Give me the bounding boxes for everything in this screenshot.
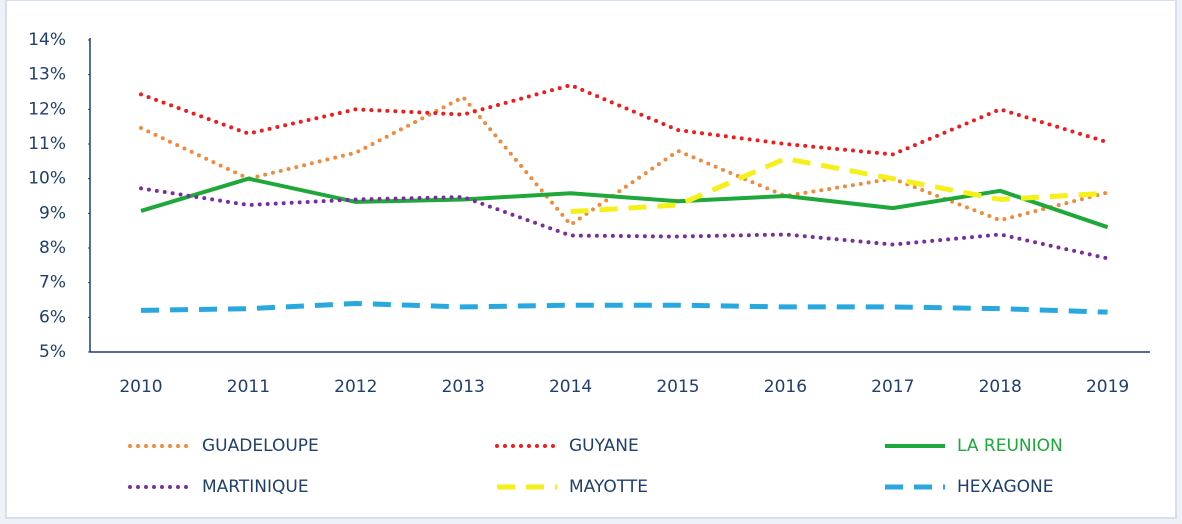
x-tick-label: 2013 [442, 377, 485, 397]
y-tick-label: 14% [28, 30, 66, 50]
series-line [139, 186, 1110, 261]
legend-label: GUYANE [569, 436, 639, 456]
series-line [570, 156, 1108, 215]
x-tick-label: 2011 [227, 377, 270, 397]
y-tick-label: 12% [28, 99, 66, 119]
x-tick-label: 2018 [979, 377, 1022, 397]
panel [5, 0, 1177, 519]
y-tick-label: 11% [28, 134, 66, 154]
legend-label: MAYOTTE [569, 477, 648, 497]
y-tick-label: 6% [39, 307, 66, 327]
x-tick-label: 2017 [871, 377, 914, 397]
x-tick-label: 2016 [764, 377, 807, 397]
y-tick-label: 7% [39, 273, 66, 293]
series-line [140, 176, 1109, 230]
y-tick-label: 8% [39, 238, 66, 258]
x-tick-label: 2015 [656, 377, 699, 397]
series-line [139, 95, 1110, 227]
y-tick-label: 10% [28, 169, 66, 189]
x-tick-label: 2010 [119, 377, 162, 397]
legend-label: HEXAGONE [957, 477, 1054, 497]
x-tick-label: 2014 [549, 377, 592, 397]
series-line [140, 300, 1108, 315]
y-tick-label: 9% [39, 203, 66, 223]
y-tick-label: 5% [39, 342, 66, 362]
x-tick-label: 2012 [334, 377, 377, 397]
series-line [139, 83, 1110, 157]
x-tick-label: 2019 [1086, 377, 1129, 397]
legend-label: LA REUNION [957, 436, 1063, 456]
legend-label: GUADELOUPE [202, 436, 319, 456]
y-tick-label: 13% [28, 65, 66, 85]
legend-label: MARTINIQUE [202, 477, 309, 497]
